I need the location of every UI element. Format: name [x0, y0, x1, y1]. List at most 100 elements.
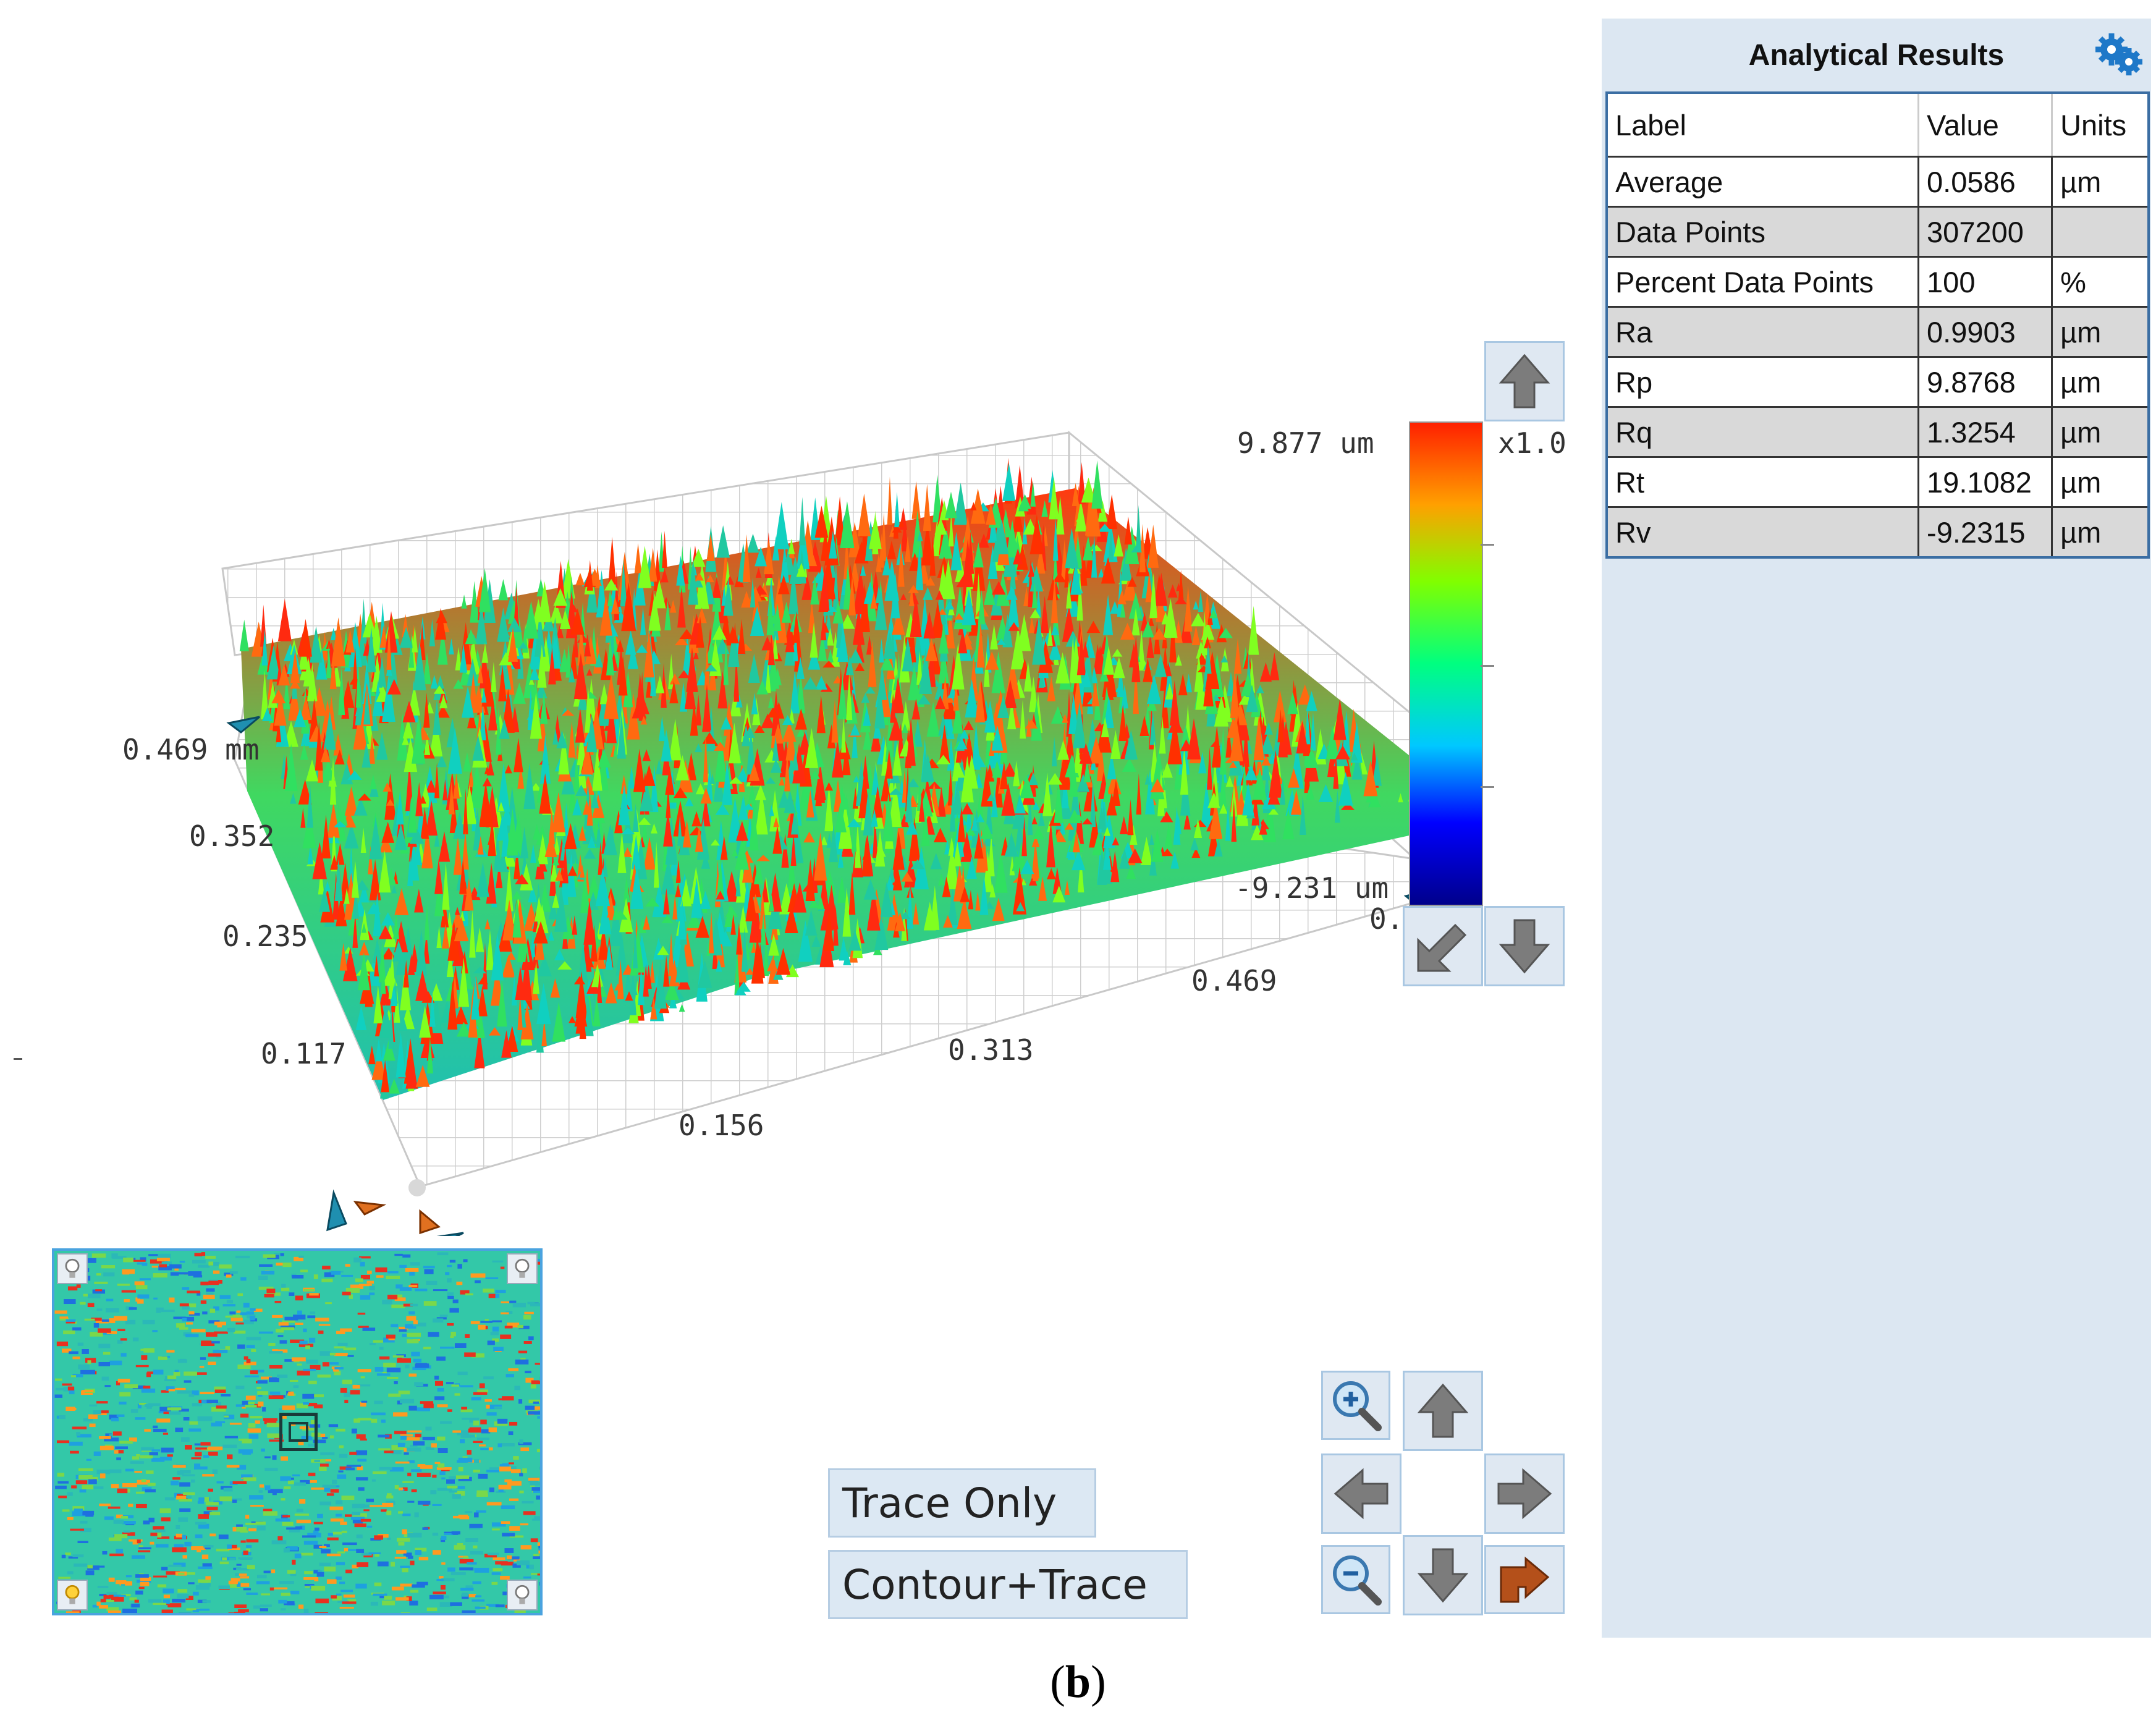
surface-spike: [796, 674, 806, 714]
surface-spike: [689, 826, 704, 836]
thumb-pixel: [410, 1303, 418, 1306]
settings-button[interactable]: [2086, 22, 2151, 88]
zoom-in-button[interactable]: [1321, 1371, 1390, 1440]
thumb-pixel: [256, 1386, 261, 1389]
lightbulb-icon[interactable]: [507, 1580, 538, 1610]
surface-spike: [1318, 784, 1334, 802]
contour-trace-button[interactable]: Contour+Trace: [828, 1550, 1188, 1619]
thumb-pixel: [264, 1468, 278, 1471]
surface-spike: [382, 675, 395, 722]
surface-spike: [887, 476, 893, 525]
column-header-units[interactable]: Units: [2051, 93, 2150, 158]
surface-spike: [1287, 768, 1300, 788]
surface-spike: [716, 525, 730, 558]
table-row[interactable]: Rv -9.2315 µm: [1605, 506, 2150, 559]
surface-spike: [553, 588, 568, 606]
thumb-pixel: [449, 1308, 459, 1313]
surface-spike: [890, 693, 897, 723]
thumb-pixel: [56, 1341, 69, 1347]
pan-down-button[interactable]: [1403, 1535, 1483, 1615]
surface-spike: [837, 627, 848, 662]
surface-spike: [461, 595, 467, 609]
table-row[interactable]: Ra 0.9903 µm: [1605, 306, 2150, 358]
surface-spike: [1029, 565, 1044, 592]
table-row[interactable]: Rp 9.8768 µm: [1605, 356, 2150, 408]
surface-spike: [923, 484, 931, 531]
table-row[interactable]: Data Points 307200: [1605, 206, 2150, 258]
thumb-pixel: [495, 1290, 506, 1293]
thumb-pixel: [407, 1473, 412, 1476]
thumb-pixel: [369, 1343, 376, 1345]
thumb-pixel: [96, 1273, 101, 1276]
thumb-pixel: [504, 1548, 514, 1553]
thumb-pixel: [243, 1361, 256, 1366]
thumb-pixel: [260, 1608, 268, 1612]
thumb-pixel: [195, 1447, 207, 1450]
surface-spike: [1047, 772, 1063, 785]
thumb-pixel: [91, 1253, 106, 1258]
surface-spike: [855, 662, 865, 671]
colorbar-down-button[interactable]: [1484, 906, 1565, 986]
surface-spike: [434, 878, 444, 916]
thumb-pixel: [438, 1448, 448, 1454]
thumb-pixel: [195, 1534, 203, 1539]
thumb-pixel: [474, 1512, 479, 1518]
surface-spike: [326, 643, 332, 679]
thumb-pixel: [413, 1441, 425, 1446]
pan-left-button[interactable]: [1321, 1454, 1401, 1534]
surface-spike: [840, 661, 854, 690]
viewport-marker[interactable]: [279, 1413, 318, 1451]
pan-right-button[interactable]: [1484, 1454, 1565, 1534]
thumb-pixel: [463, 1556, 469, 1559]
thumb-pixel: [426, 1280, 438, 1285]
thumb-pixel: [72, 1554, 84, 1557]
surface-spike: [1127, 799, 1134, 836]
table-row[interactable]: Rq 1.3254 µm: [1605, 406, 2150, 458]
thumb-pixel: [470, 1321, 480, 1324]
thumb-pixel: [75, 1480, 88, 1484]
column-header-label[interactable]: Label: [1605, 93, 1920, 158]
surface-spike: [875, 585, 882, 603]
thumb-pixel: [98, 1361, 111, 1366]
surface-3d-view[interactable]: [0, 0, 1582, 1236]
pan-up-button[interactable]: [1403, 1371, 1483, 1451]
surface-spike: [947, 888, 958, 926]
surface-spike: [979, 875, 989, 915]
trace-only-button[interactable]: Trace Only: [828, 1468, 1096, 1538]
surface-spike: [901, 872, 913, 882]
lightbulb-on-icon[interactable]: [57, 1580, 88, 1610]
surface-spike: [577, 622, 585, 666]
thumb-pixel: [98, 1344, 111, 1348]
lightbulb-icon[interactable]: [57, 1253, 88, 1284]
thumb-pixel: [237, 1344, 245, 1349]
thumb-pixel: [307, 1444, 317, 1447]
surface-spike: [520, 952, 533, 1001]
thumb-pixel: [354, 1523, 366, 1528]
rotate-button[interactable]: [1484, 1545, 1565, 1614]
surface-spike: [814, 832, 827, 881]
lightbulb-icon[interactable]: [507, 1253, 538, 1284]
surface-spike: [530, 782, 542, 791]
surface-spike: [1091, 535, 1097, 578]
table-row[interactable]: Rt 19.1082 µm: [1605, 456, 2150, 508]
thumb-pixel: [281, 1325, 295, 1329]
table-row[interactable]: Percent Data Points 100%: [1605, 256, 2150, 308]
thumb-pixel: [58, 1496, 67, 1499]
colorbar-fit-button[interactable]: [1403, 906, 1483, 986]
thumb-pixel: [410, 1560, 415, 1565]
surface-spike: [1072, 831, 1080, 853]
surface-spike: [814, 506, 829, 538]
zoom-out-button[interactable]: [1321, 1545, 1390, 1614]
surface-spike: [379, 1004, 393, 1038]
surface-spike: [928, 644, 936, 687]
colorbar-up-button[interactable]: [1484, 341, 1565, 421]
overview-thumbnail[interactable]: [52, 1248, 543, 1615]
surface-spike: [1112, 837, 1120, 845]
thumb-pixel: [106, 1298, 114, 1301]
surface-spike: [1342, 710, 1351, 756]
surface-spike: [539, 773, 551, 814]
surface-spike: [1214, 695, 1229, 727]
surface-spike: [889, 717, 903, 741]
table-row[interactable]: Average 0.0586 µm: [1605, 156, 2150, 208]
column-header-value[interactable]: Value: [1917, 93, 2053, 158]
